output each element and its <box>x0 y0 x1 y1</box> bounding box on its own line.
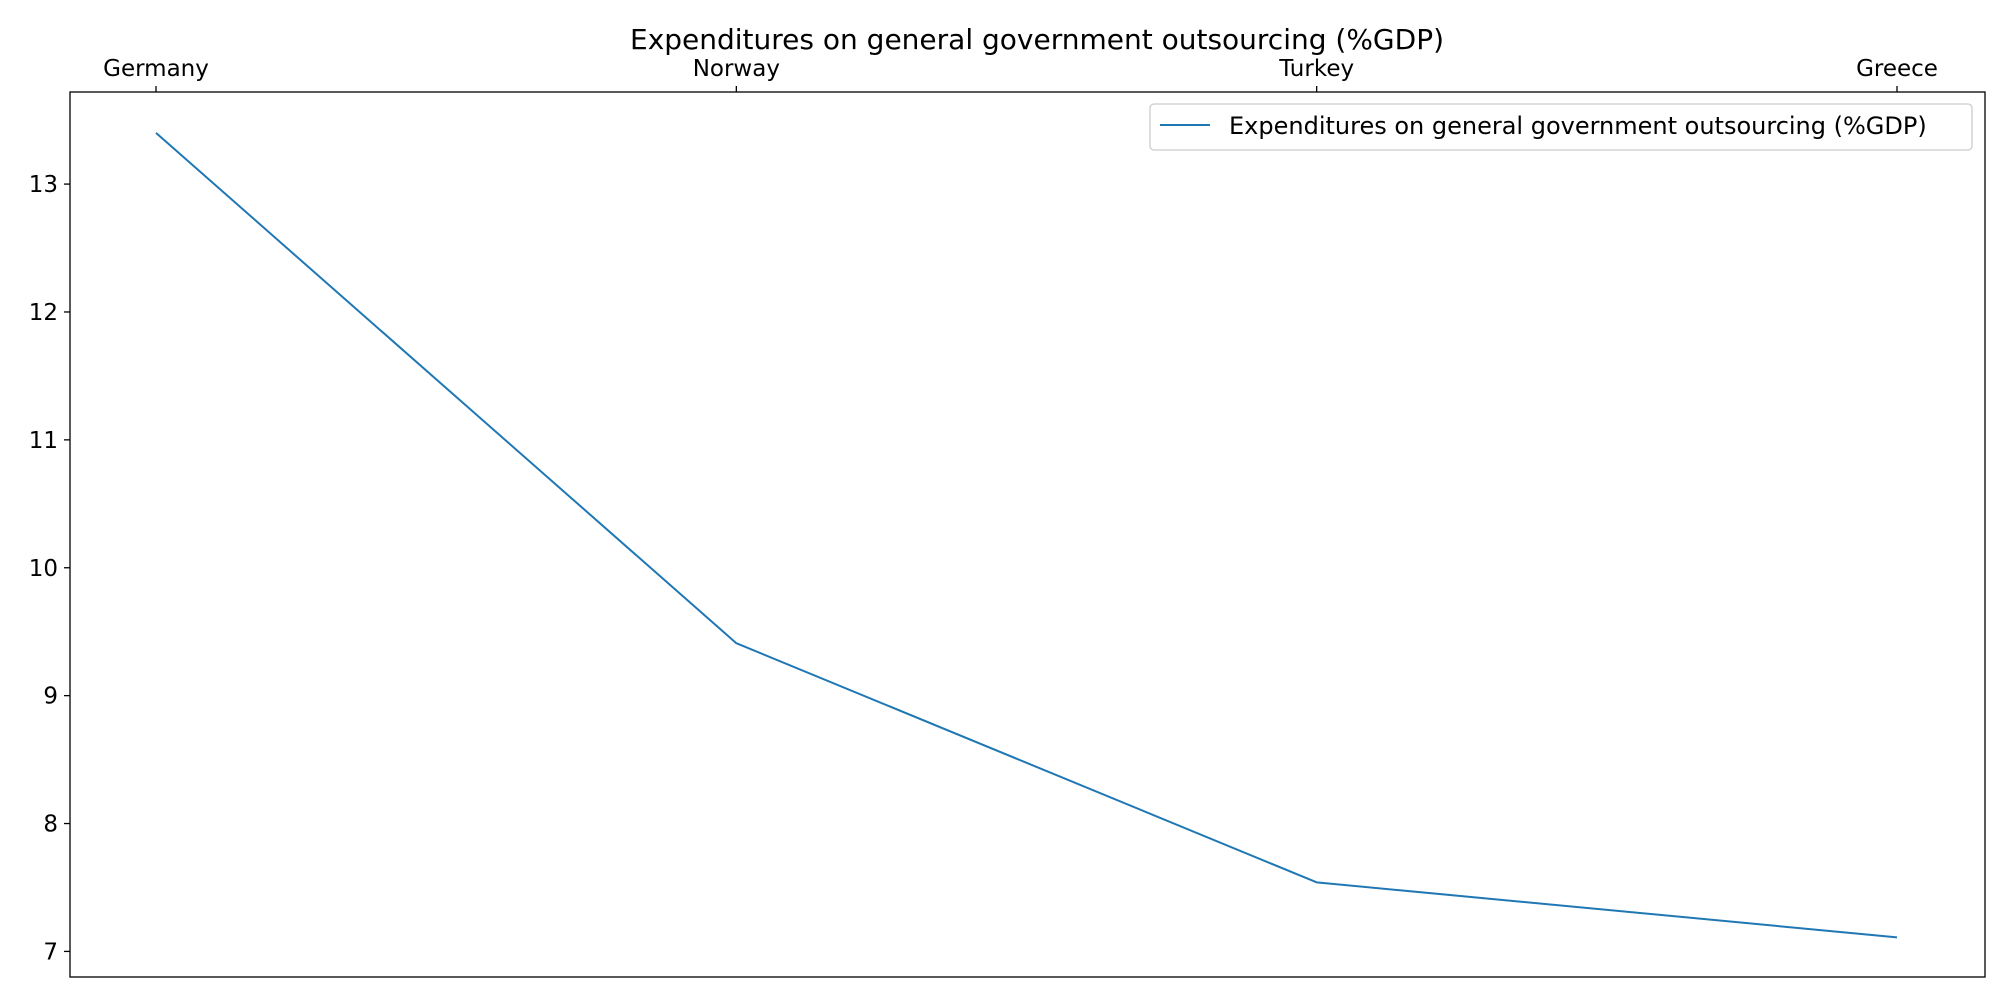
data-point <box>1316 881 1318 883</box>
y-tick-label: 12 <box>29 300 58 326</box>
y-tick-label: 11 <box>29 428 58 454</box>
y-tick-label: 8 <box>43 812 58 838</box>
data-point <box>735 642 737 644</box>
y-tick-label: 9 <box>43 684 58 710</box>
x-tick-label: Greece <box>1856 56 1938 82</box>
legend-frame <box>1149 103 1973 151</box>
x-tick-label: Norway <box>693 56 780 82</box>
x-tick-label: Germany <box>103 56 209 82</box>
data-point <box>1896 936 1898 938</box>
y-tick-label: 10 <box>29 556 58 582</box>
x-axis-ticks: Germany Norway Turkey Greece <box>103 56 1938 92</box>
plot-area-frame <box>69 91 1986 978</box>
legend: Expenditures on general government outso… <box>1149 103 1973 151</box>
series-layer <box>155 132 1898 939</box>
legend-label: Expenditures on general government outso… <box>1229 112 1927 140</box>
data-point <box>155 132 157 134</box>
series-line <box>155 132 1898 939</box>
chart-title: Expenditures on general government outso… <box>630 23 1444 56</box>
y-tick-label: 13 <box>29 172 58 198</box>
y-tick-label: 7 <box>43 939 58 965</box>
x-tick-label: Turkey <box>1278 56 1354 82</box>
y-axis-ticks: 7 8 9 10 11 12 13 <box>29 172 70 965</box>
